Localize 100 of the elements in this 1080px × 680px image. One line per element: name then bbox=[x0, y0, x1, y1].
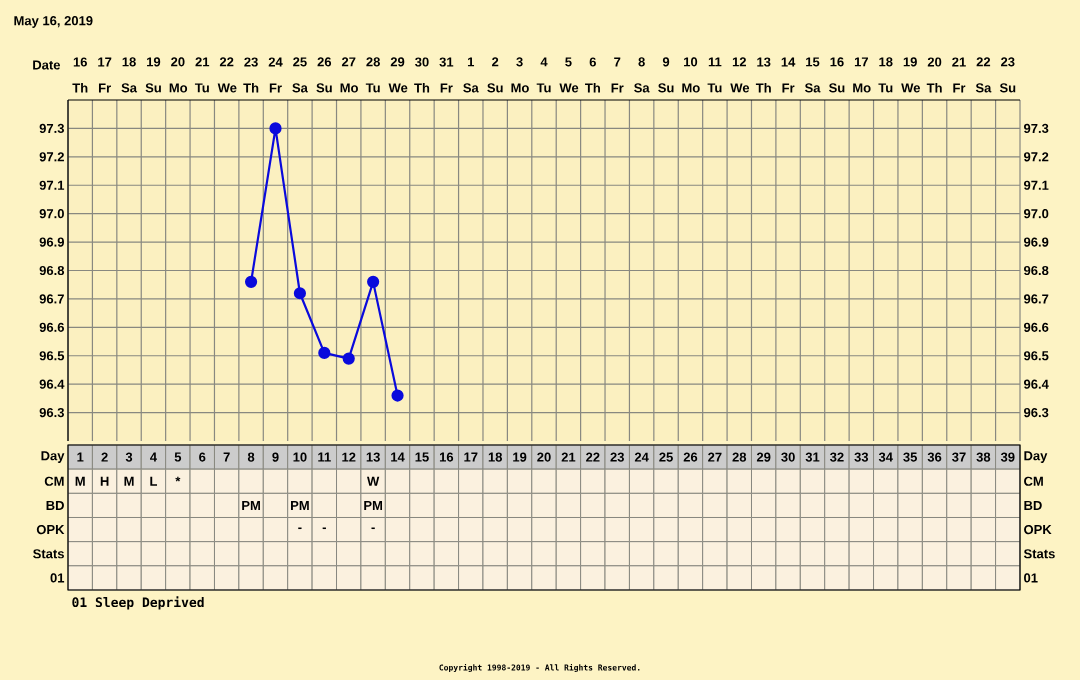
category-label: 10 Mo bbox=[682, 57, 700, 93]
y-tick-label: OPK bbox=[36, 524, 65, 535]
y-tick-label: 97.3 bbox=[39, 123, 64, 134]
y-tick-label: 96.7 bbox=[39, 294, 64, 304]
text: PM bbox=[242, 500, 260, 510]
text: PM bbox=[364, 500, 383, 510]
x-tick-label: 38 bbox=[976, 452, 991, 462]
text: PM bbox=[291, 500, 309, 510]
text: Day bbox=[1024, 451, 1048, 463]
category-label: 23 Su bbox=[999, 57, 1016, 93]
x-axis-title: Day bbox=[41, 451, 65, 463]
x-tick-label: 14 bbox=[391, 452, 405, 462]
y2-tick-label: 97.3 bbox=[1024, 123, 1049, 134]
x-tick-label: 33 bbox=[854, 452, 869, 462]
x-tick-label: 30 bbox=[781, 452, 795, 462]
x-tick-label: 37 bbox=[952, 452, 966, 462]
category-label: 5 We bbox=[559, 57, 579, 93]
y2-tick-label: 97.0 bbox=[1024, 209, 1049, 219]
x-tick-label: 2 bbox=[101, 452, 108, 462]
text: * bbox=[175, 476, 181, 482]
x-tick-label: 7 bbox=[223, 452, 230, 462]
y-tick-label: 96.5 bbox=[39, 351, 65, 361]
x-tick-label: 22 bbox=[586, 452, 600, 462]
x-tick-label: 3 bbox=[125, 452, 133, 462]
category-label: 28 Tu bbox=[365, 57, 380, 93]
y-tick-label: 97.1 bbox=[39, 180, 65, 190]
y-tick-label: 96.9 bbox=[39, 237, 64, 247]
category-label: 15 Sa bbox=[804, 57, 821, 93]
y-tick-label: 01 bbox=[50, 573, 65, 583]
text: - bbox=[322, 527, 326, 530]
x-tick-label: 11 bbox=[318, 452, 331, 462]
point bbox=[391, 389, 404, 402]
y-tick-label: 97.0 bbox=[39, 209, 64, 219]
category-label: 20 Th bbox=[926, 57, 942, 93]
y2-tick-label: 96.4 bbox=[1024, 379, 1049, 389]
x-tick-label: 27 bbox=[708, 452, 722, 462]
x-tick-label: 6 bbox=[199, 452, 206, 462]
y-tick-label: 96.6 bbox=[39, 322, 64, 332]
y2-tick-label: 97.1 bbox=[1024, 180, 1049, 190]
x-tick-label: 35 bbox=[903, 452, 918, 462]
y-tick-label: 96.4 bbox=[39, 379, 65, 389]
category-label: 16 Su bbox=[828, 57, 845, 93]
x-tick-label: 16 bbox=[439, 452, 454, 462]
text: - bbox=[371, 527, 375, 530]
category-label: 14 Fr bbox=[781, 57, 796, 93]
x-tick-label: 15 bbox=[415, 452, 429, 462]
y2-tick-label: 01 bbox=[1024, 573, 1038, 583]
x-tick-label: 23 bbox=[610, 452, 624, 462]
category-label: 4 Tu bbox=[536, 57, 551, 93]
category-label: 11 Tu bbox=[707, 57, 722, 93]
y2-tick-label: 96.3 bbox=[1024, 407, 1049, 418]
x-tick-label: 19 bbox=[513, 452, 527, 462]
category-label: 8 Sa bbox=[634, 57, 650, 93]
y-tick-label: 96.3 bbox=[39, 407, 64, 418]
y2-tick-label: 96.8 bbox=[1024, 265, 1049, 276]
point bbox=[342, 352, 355, 365]
point bbox=[293, 287, 306, 300]
y-tick-label: Stats bbox=[33, 549, 64, 559]
point bbox=[367, 275, 380, 288]
category-label: 27 Mo bbox=[340, 57, 358, 93]
y2-tick-label: 96.6 bbox=[1024, 322, 1049, 332]
text: 01 Sleep Deprived bbox=[72, 596, 204, 610]
y-tick-label: BD bbox=[46, 500, 64, 510]
x-tick-label: 10 bbox=[293, 452, 307, 462]
category-label: 16 Th bbox=[72, 57, 88, 93]
x-tick-label: 5 bbox=[174, 452, 182, 462]
category-label: 13 Th bbox=[755, 57, 771, 93]
text: - bbox=[298, 527, 302, 530]
text: H bbox=[100, 476, 109, 486]
y2-tick-label: BD bbox=[1024, 500, 1042, 510]
category-label: 6 Th bbox=[585, 57, 600, 93]
text: L bbox=[150, 476, 158, 486]
x-axis-title: Date bbox=[33, 60, 61, 70]
x-tick-label: 26 bbox=[683, 452, 698, 462]
text: M bbox=[124, 476, 134, 486]
category-label: 21 Fr bbox=[952, 57, 966, 93]
y-tick-label: 96.8 bbox=[39, 265, 65, 276]
point bbox=[318, 346, 331, 359]
x-tick-label: 1 bbox=[77, 452, 84, 462]
x-tick-label: 4 bbox=[150, 452, 157, 462]
category-label: 24 Fr bbox=[268, 57, 283, 93]
category-label: 2 Su bbox=[487, 57, 503, 93]
category-label: 30 Th bbox=[414, 57, 430, 93]
x-tick-label: 32 bbox=[829, 452, 844, 462]
category-label: 18 Tu bbox=[878, 57, 893, 93]
category-label: 22 Sa bbox=[975, 57, 992, 93]
category-label: 26 Su bbox=[316, 57, 332, 93]
y-tick-label: CM bbox=[44, 476, 64, 486]
y2-tick-label: OPK bbox=[1024, 524, 1052, 535]
y2-tick-label: 96.9 bbox=[1024, 237, 1049, 247]
category-label: 22 We bbox=[217, 57, 237, 93]
x-tick-label: 25 bbox=[659, 452, 673, 462]
x-tick-label: 9 bbox=[272, 452, 279, 462]
y-tick-label: 97.2 bbox=[39, 152, 64, 162]
x-tick-label: 12 bbox=[342, 452, 356, 462]
x-tick-label: 39 bbox=[1000, 452, 1015, 462]
category-label: 17 Fr bbox=[98, 57, 112, 93]
category-label: 19 We bbox=[901, 57, 920, 93]
category-label: 7 Fr bbox=[611, 57, 624, 93]
text: Copyright 1998-2019 - All Rights Reserved. bbox=[439, 663, 640, 673]
